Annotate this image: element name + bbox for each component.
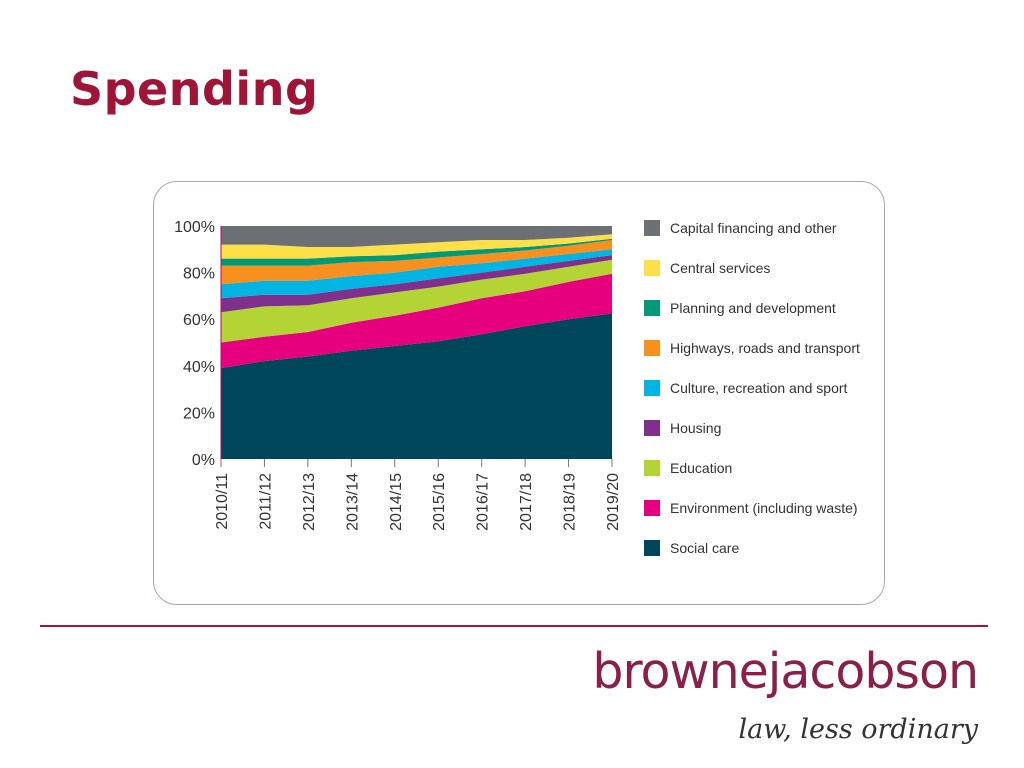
area-series-7 (221, 234, 612, 259)
area-series-8 (221, 226, 612, 247)
legend-item: Highways, roads and transport (644, 338, 860, 358)
area-series-2 (221, 259, 612, 343)
y-tick-label: 100% (174, 219, 215, 236)
legend-label: Capital financing and other (670, 220, 837, 236)
x-tick-label: 2014/15 (388, 473, 405, 531)
legend-label: Housing (670, 420, 722, 436)
legend-swatch (644, 540, 660, 556)
y-tick-label: 60% (183, 312, 215, 329)
x-tick-label: 2017/18 (518, 473, 535, 531)
area-series-0 (221, 313, 612, 459)
legend-swatch (644, 340, 660, 356)
x-tick-label: 2016/17 (475, 473, 492, 531)
legend-label: Central services (670, 260, 771, 276)
x-tick-label: 2010/11 (214, 473, 231, 530)
area-series-4 (221, 249, 612, 299)
legend-item: Housing (644, 418, 721, 438)
legend-item: Capital financing and other (644, 218, 837, 238)
area-series-6 (221, 238, 612, 266)
legend-label: Highways, roads and transport (670, 340, 860, 356)
legend-item: Planning and development (644, 298, 836, 318)
legend-item: Central services (644, 258, 770, 278)
x-tick-label: 2018/19 (562, 473, 579, 531)
legend-swatch (644, 220, 660, 236)
x-tick-label: 2015/16 (431, 473, 448, 531)
area-series-1 (221, 273, 612, 369)
legend-label: Culture, recreation and sport (670, 380, 848, 396)
brand-tagline: law, less ordinary (738, 714, 978, 745)
area-series-5 (221, 240, 612, 285)
legend-item: Environment (including waste) (644, 498, 858, 518)
legend-item: Culture, recreation and sport (644, 378, 847, 398)
brand-logo: brownejacobson (592, 643, 979, 700)
x-tick-label: 2012/13 (301, 473, 318, 531)
legend-label: Environment (including waste) (670, 500, 858, 516)
legend-item: Education (644, 458, 732, 478)
y-tick-label: 80% (183, 266, 215, 283)
legend-label: Planning and development (670, 300, 836, 316)
legend-swatch (644, 260, 660, 276)
legend-swatch (644, 300, 660, 316)
y-tick-label: 20% (183, 405, 215, 422)
x-tick-label: 2013/14 (344, 473, 361, 531)
area-series-3 (221, 255, 612, 313)
legend-swatch (644, 420, 660, 436)
x-tick-label: 2011/12 (257, 473, 274, 530)
footer-divider (40, 625, 988, 627)
legend-swatch (644, 460, 660, 476)
legend-label: Social care (670, 540, 740, 556)
legend-label: Education (670, 460, 733, 476)
legend-swatch (644, 380, 660, 396)
y-tick-label: 40% (183, 359, 215, 376)
slide-title: Spending (70, 62, 319, 116)
y-tick-label: 0% (192, 452, 215, 469)
x-tick-label: 2019/20 (605, 473, 622, 531)
legend-item: Social care (644, 538, 739, 558)
legend-swatch (644, 500, 660, 516)
